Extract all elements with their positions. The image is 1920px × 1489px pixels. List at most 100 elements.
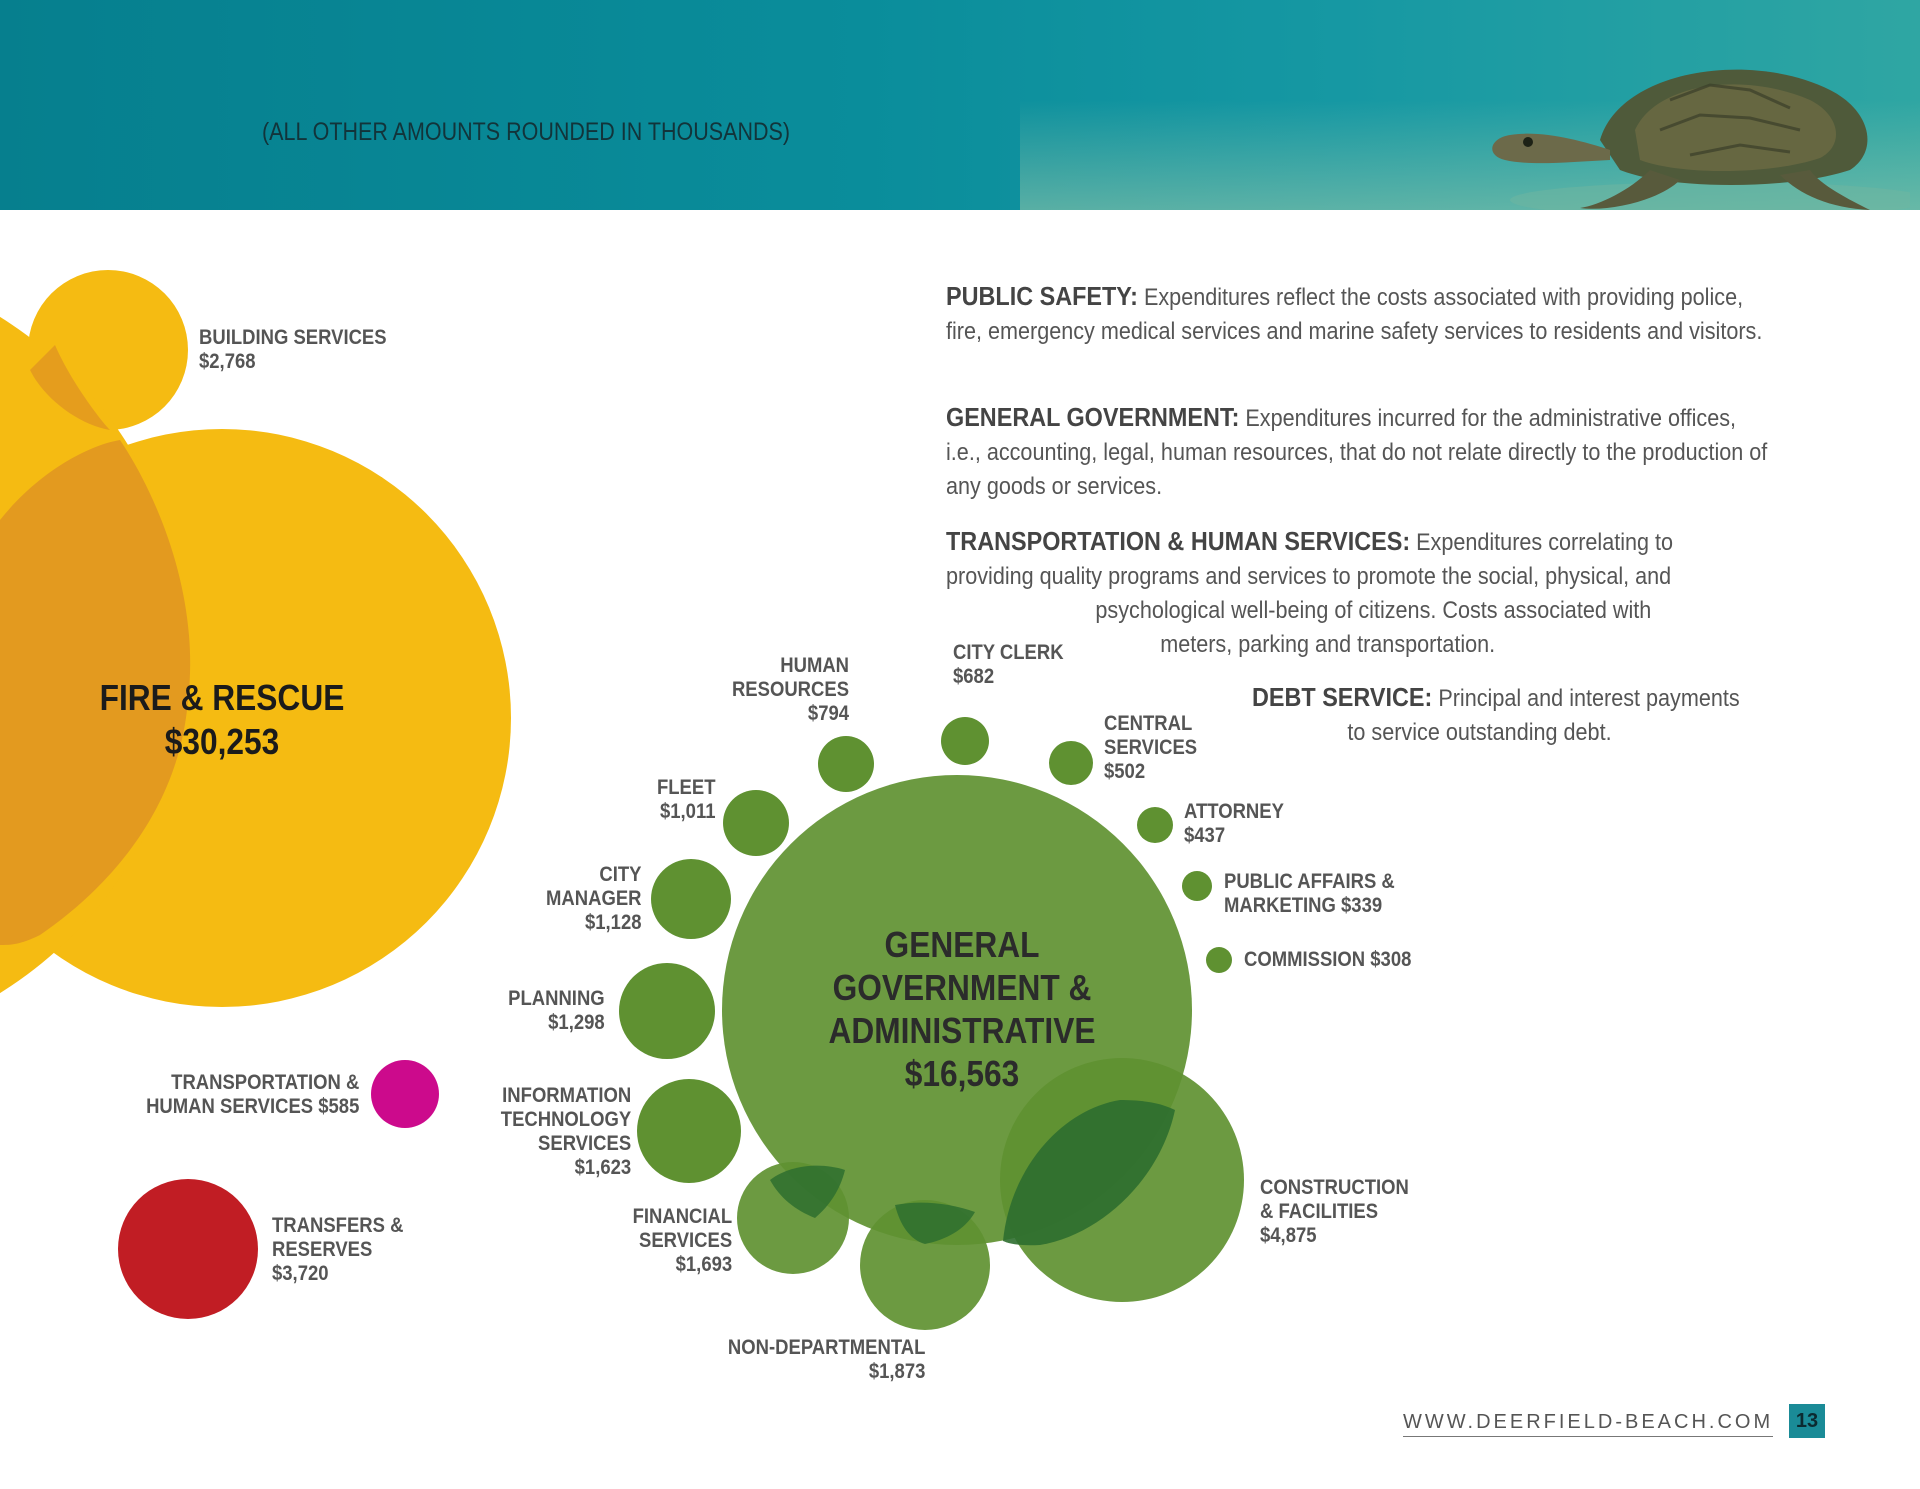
- label-public-affairs: PUBLIC AFFAIRS & MARKETING $339: [1224, 870, 1395, 918]
- label-line: GOVERNMENT &: [832, 967, 1092, 1008]
- description-text: providing quality programs and services …: [946, 563, 1672, 590]
- label-line: SERVICES: [1104, 736, 1198, 759]
- label-line: PUBLIC AFFAIRS &: [1224, 870, 1395, 893]
- label-line: INFORMATION: [501, 1084, 631, 1107]
- description-text: Expenditures incurred for the administra…: [946, 405, 1768, 500]
- label-city-clerk: CITY CLERK $682: [953, 641, 1064, 689]
- label-line: HUMAN: [780, 654, 849, 677]
- sea-turtle-image: [1492, 69, 1910, 210]
- description-text: meters, parking and transportation.: [1160, 631, 1496, 658]
- label-transportation: TRANSPORTATION & HUMAN SERVICES $585: [146, 1071, 359, 1119]
- label-name: PLANNING: [508, 987, 605, 1010]
- bubble-transport: [371, 1060, 439, 1128]
- label-line: SERVICES: [537, 1132, 631, 1155]
- label-line: SERVICES: [638, 1229, 732, 1252]
- description-term: TRANSPORTATION & HUMAN SERVICES:: [946, 526, 1411, 556]
- label-building-services: BUILDING SERVICES $2,768: [199, 326, 387, 374]
- label-amount: $16,563: [904, 1053, 1020, 1094]
- label-amount: $1,128: [584, 911, 641, 934]
- label-human-resources: HUMAN RESOURCES $794: [732, 654, 849, 726]
- label-line: FINANCIAL: [632, 1205, 732, 1228]
- label-line: TRANSFERS &: [272, 1214, 404, 1237]
- bubble-planning: [619, 963, 715, 1059]
- label-name: NON-DEPARTMENTAL: [727, 1336, 925, 1359]
- bubble-central: [1049, 741, 1093, 785]
- label-financial-services: FINANCIAL SERVICES $1,693: [632, 1205, 732, 1277]
- label-transfers-reserves: TRANSFERS & RESERVES $3,720: [272, 1214, 403, 1286]
- label-construction: CONSTRUCTION & FACILITIES $4,875: [1260, 1176, 1409, 1248]
- label-information-technology: INFORMATION TECHNOLOGY SERVICES $1,623: [501, 1084, 631, 1180]
- label-planning: PLANNING $1,298: [508, 987, 605, 1035]
- footer-website-link[interactable]: WWW.DEERFIELD-BEACH.COM: [1403, 1411, 1774, 1437]
- label-commission: COMMISSION $308: [1244, 948, 1411, 972]
- bubble-clerk: [941, 717, 989, 765]
- label-line: RESOURCES: [731, 678, 849, 701]
- label-amount: $502: [1104, 760, 1146, 783]
- label-attorney: ATTORNEY $437: [1184, 800, 1284, 848]
- label-amount: $682: [953, 665, 995, 688]
- label-name: FIRE & RESCUE: [99, 677, 345, 718]
- label-amount: $1,011: [659, 800, 715, 823]
- bubble-general-overlap: [1003, 1100, 1175, 1246]
- label-line: CITY: [598, 863, 641, 886]
- label-fleet: FLEET $1,011: [656, 776, 715, 824]
- label-amount: $30,253: [164, 721, 280, 762]
- label-fire-rescue: FIRE & RESCUE $30,253: [90, 676, 354, 764]
- bubble-pam: [1182, 871, 1212, 901]
- description-debt-service: DEBT SERVICE: Principal and interest pay…: [1252, 680, 1810, 750]
- description-text: Principal and interest payments: [1438, 685, 1740, 712]
- label-amount: $2,768: [199, 350, 256, 373]
- label-name: BUILDING SERVICES: [199, 326, 387, 349]
- bubble-commission: [1206, 947, 1232, 973]
- label-amount: $1,623: [574, 1156, 631, 1179]
- label-name: ATTORNEY: [1184, 800, 1284, 823]
- label-name: FLEET: [656, 776, 715, 799]
- label-line: CENTRAL: [1104, 712, 1193, 735]
- label-line: TRANSPORTATION &: [170, 1071, 359, 1094]
- bubble-hr: [818, 736, 874, 792]
- label-amount: $3,720: [272, 1262, 329, 1285]
- header-banner: (ALL OTHER AMOUNTS ROUNDED IN THOUSANDS): [0, 0, 1920, 210]
- bubble-nondept-overlap: [895, 1202, 975, 1244]
- bubble-nondept: [860, 1200, 990, 1330]
- description-term: DEBT SERVICE:: [1252, 682, 1433, 712]
- label-line: MARKETING $339: [1224, 894, 1383, 917]
- description-public-safety: PUBLIC SAFETY: Expenditures reflect the …: [946, 279, 1774, 349]
- label-amount: $1,873: [868, 1360, 925, 1383]
- label-line: TECHNOLOGY: [500, 1108, 631, 1131]
- label-line: & FACILITIES: [1260, 1200, 1379, 1223]
- bubble-overlap-top: [30, 345, 110, 430]
- label-non-departmental: NON-DEPARTMENTAL $1,873: [728, 1336, 925, 1384]
- bubble-overlap-region: [0, 440, 191, 945]
- label-amount: $1,693: [675, 1253, 732, 1276]
- label-line: CONSTRUCTION: [1260, 1176, 1409, 1199]
- bubble-manager: [651, 859, 731, 939]
- description-text: to service outstanding debt.: [1347, 719, 1612, 746]
- page-number: 13: [1789, 1404, 1825, 1438]
- label-line: MANAGER: [545, 887, 641, 910]
- label-name: CITY CLERK: [953, 641, 1064, 664]
- description-term: PUBLIC SAFETY:: [946, 281, 1138, 311]
- description-text: Expenditures reflect the costs associate…: [946, 284, 1763, 345]
- bubble-fleet: [723, 790, 789, 856]
- label-line: RESERVES: [272, 1238, 373, 1261]
- description-text: psychological well-being of citizens. Co…: [1095, 597, 1652, 624]
- label-line: ADMINISTRATIVE: [828, 1010, 1096, 1051]
- description-transportation: TRANSPORTATION & HUMAN SERVICES: Expendi…: [946, 524, 1810, 662]
- description-term: GENERAL GOVERNMENT:: [946, 402, 1240, 432]
- label-amount: $437: [1184, 824, 1226, 847]
- description-text: Expenditures correlating to: [1416, 529, 1674, 556]
- label-central-services: CENTRAL SERVICES $502: [1104, 712, 1197, 784]
- bubble-it: [637, 1079, 741, 1183]
- label-amount: $794: [807, 702, 849, 725]
- label-general-government: GENERAL GOVERNMENT & ADMINISTRATIVE $16,…: [808, 923, 1116, 1095]
- label-line: GENERAL: [884, 924, 1040, 965]
- label-line: COMMISSION $308: [1244, 948, 1412, 971]
- label-city-manager: CITY MANAGER $1,128: [546, 863, 641, 935]
- bubble-transfers: [118, 1179, 258, 1319]
- header-caption: (ALL OTHER AMOUNTS ROUNDED IN THOUSANDS): [262, 118, 790, 146]
- label-line: HUMAN SERVICES $585: [145, 1095, 359, 1118]
- label-amount: $1,298: [548, 1011, 605, 1034]
